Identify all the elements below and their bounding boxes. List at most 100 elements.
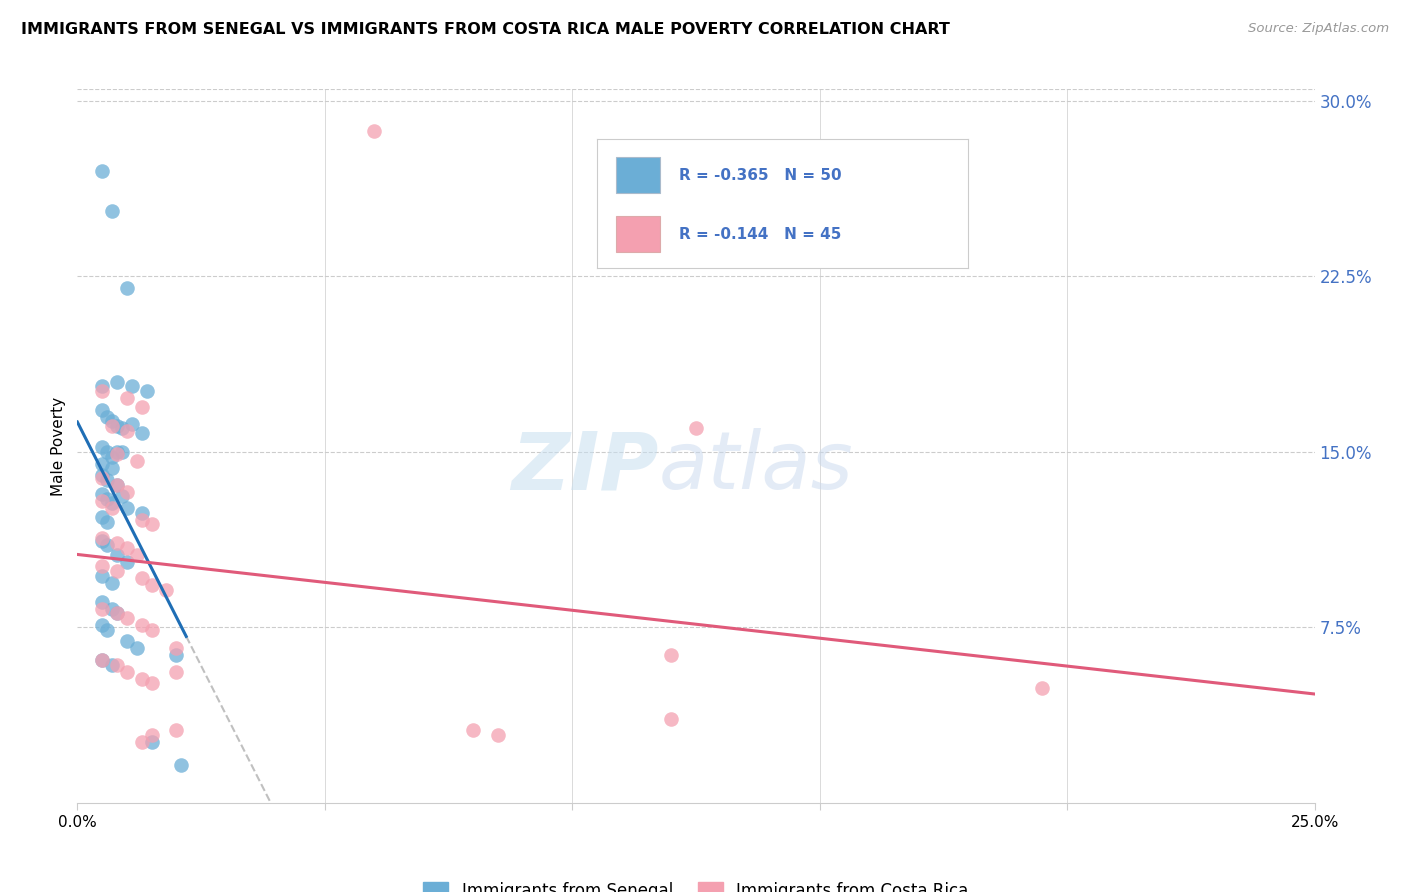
Point (131, 672, 153, 686)
Point (105, 564, 128, 578)
Point (96, 538, 118, 552)
Point (96, 445, 118, 459)
Point (155, 582, 177, 597)
Point (91, 470, 114, 484)
Point (91, 164, 114, 178)
Point (91, 532, 114, 546)
Point (91, 510, 114, 524)
Point (101, 501, 124, 516)
Point (101, 575, 124, 590)
Point (111, 445, 134, 459)
Point (91, 402, 114, 417)
Point (115, 501, 138, 516)
Point (96, 409, 118, 424)
Point (96, 623, 118, 637)
Point (125, 641, 148, 656)
Point (105, 447, 128, 461)
Point (115, 555, 138, 569)
Point (101, 203, 124, 218)
Point (659, 648, 682, 663)
Point (165, 665, 187, 679)
Point (659, 712, 682, 726)
Text: Source: ZipAtlas.com: Source: ZipAtlas.com (1249, 22, 1389, 36)
Point (91, 440, 114, 454)
Point (96, 491, 118, 506)
Point (105, 375, 128, 389)
Point (121, 379, 143, 393)
Point (115, 484, 138, 499)
Point (101, 496, 124, 510)
Point (115, 391, 138, 405)
Point (91, 494, 114, 508)
Point (141, 728, 163, 742)
Legend: Immigrants from Senegal, Immigrants from Costa Rica: Immigrants from Senegal, Immigrants from… (416, 875, 976, 892)
Point (131, 735, 153, 749)
Point (131, 426, 153, 441)
Point (115, 611, 138, 625)
Point (91, 533, 114, 548)
Point (131, 506, 153, 520)
Point (463, 723, 485, 738)
Point (131, 618, 153, 632)
Point (91, 618, 114, 632)
Point (101, 601, 124, 615)
Point (115, 634, 138, 648)
Point (91, 468, 114, 483)
Point (111, 489, 134, 503)
Point (96, 515, 118, 529)
Point (91, 384, 114, 398)
Point (1031, 681, 1053, 695)
Point (105, 607, 128, 621)
Text: IMMIGRANTS FROM SENEGAL VS IMMIGRANTS FROM COSTA RICA MALE POVERTY CORRELATION C: IMMIGRANTS FROM SENEGAL VS IMMIGRANTS FR… (21, 22, 950, 37)
Point (105, 548, 128, 562)
Point (101, 419, 124, 434)
Point (91, 569, 114, 583)
Point (363, 124, 385, 138)
Point (101, 450, 124, 464)
Point (125, 548, 148, 562)
Point (105, 536, 128, 550)
Text: atlas: atlas (659, 428, 853, 507)
Point (141, 676, 163, 690)
Point (91, 653, 114, 667)
Point (105, 477, 128, 491)
Point (115, 424, 138, 438)
Point (135, 384, 157, 398)
Point (685, 421, 707, 435)
Point (170, 758, 193, 772)
Point (131, 513, 153, 527)
Text: ZIP: ZIP (512, 428, 659, 507)
Point (101, 461, 124, 475)
Point (141, 623, 163, 637)
Point (91, 594, 114, 608)
Point (101, 414, 124, 428)
Point (131, 571, 153, 585)
Point (141, 735, 163, 749)
Point (141, 517, 163, 532)
Point (105, 419, 128, 434)
Point (91, 379, 114, 393)
Point (125, 454, 148, 468)
Point (121, 417, 143, 431)
Point (115, 541, 138, 555)
Point (105, 607, 128, 621)
Point (91, 457, 114, 471)
Point (165, 648, 187, 663)
Point (101, 657, 124, 672)
Point (486, 728, 509, 742)
Point (105, 657, 128, 672)
Point (115, 665, 138, 679)
Point (91, 653, 114, 667)
Point (91, 487, 114, 501)
Point (111, 421, 134, 435)
Point (165, 723, 187, 738)
Point (91, 601, 114, 615)
Y-axis label: Male Poverty: Male Poverty (51, 396, 66, 496)
Point (141, 578, 163, 592)
Point (115, 281, 138, 295)
Point (91, 559, 114, 574)
Point (165, 641, 187, 656)
Point (131, 401, 153, 415)
Point (105, 445, 128, 459)
Point (105, 477, 128, 491)
